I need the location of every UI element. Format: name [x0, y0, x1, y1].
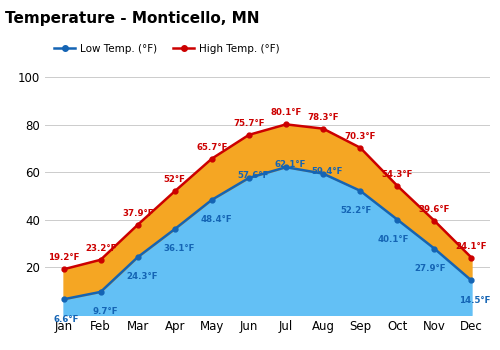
- Legend: Low Temp. (°F), High Temp. (°F): Low Temp. (°F), High Temp. (°F): [50, 39, 284, 58]
- Text: 24.3°F: 24.3°F: [126, 272, 158, 281]
- Text: 65.7°F: 65.7°F: [196, 143, 228, 152]
- Text: 14.5°F: 14.5°F: [458, 296, 490, 305]
- Text: 52.2°F: 52.2°F: [340, 206, 372, 215]
- Text: 37.9°F: 37.9°F: [122, 209, 154, 218]
- Text: 27.9°F: 27.9°F: [414, 264, 446, 273]
- Text: 23.2°F: 23.2°F: [85, 244, 116, 253]
- Text: Temperature - Monticello, MN: Temperature - Monticello, MN: [5, 10, 260, 26]
- Text: 80.1°F: 80.1°F: [270, 108, 302, 117]
- Text: 6.6°F: 6.6°F: [54, 315, 79, 323]
- Text: 75.7°F: 75.7°F: [233, 119, 264, 128]
- Text: 19.2°F: 19.2°F: [48, 253, 79, 262]
- Text: 78.3°F: 78.3°F: [308, 113, 339, 122]
- Text: 54.3°F: 54.3°F: [382, 170, 413, 179]
- Text: 24.1°F: 24.1°F: [456, 242, 487, 251]
- Text: 57.6°F: 57.6°F: [238, 171, 269, 180]
- Text: 9.7°F: 9.7°F: [92, 307, 118, 316]
- Text: 39.6°F: 39.6°F: [418, 205, 450, 214]
- Text: 48.4°F: 48.4°F: [200, 215, 232, 224]
- Text: 70.3°F: 70.3°F: [344, 132, 376, 141]
- Text: 36.1°F: 36.1°F: [164, 244, 194, 253]
- Text: 40.1°F: 40.1°F: [378, 235, 409, 244]
- Text: 52°F: 52°F: [164, 175, 186, 184]
- Text: 59.4°F: 59.4°F: [312, 167, 343, 176]
- Text: 62.1°F: 62.1°F: [274, 160, 306, 169]
